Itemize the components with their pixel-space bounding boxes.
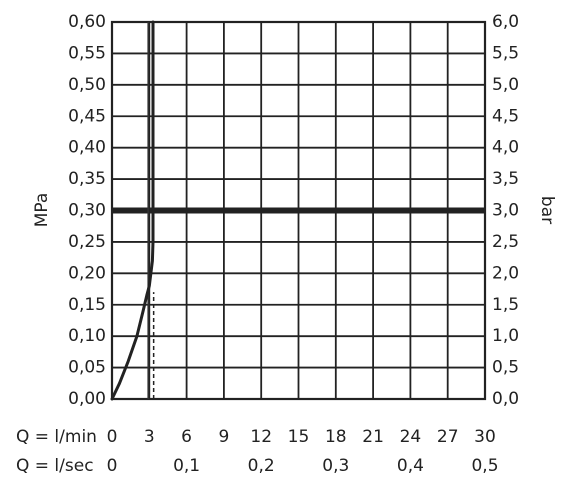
y-tick-label-left: 0,55 <box>68 43 106 63</box>
x-tick-label-lsec: 0,4 <box>397 456 424 476</box>
tick-labels: 0,00 0,00,05 0,50,10 1,00,15 1,50,20 2,00,25 2… <box>68 12 519 476</box>
y-tick-label-right: 2,0 <box>492 263 519 283</box>
y-tick-label-left: 0,15 <box>68 295 106 315</box>
y-axis-label-left: MPa <box>32 193 52 228</box>
y-tick-label-left: 0,35 <box>68 169 106 189</box>
x-tick-label-lmin: 24 <box>400 427 422 447</box>
y-tick-label-left: 0,10 <box>68 326 106 346</box>
x-tick-label-lmin: 21 <box>362 427 384 447</box>
y-tick-label-right: 1,5 <box>492 295 519 315</box>
x-tick-label-lmin: 3 <box>144 427 155 447</box>
y-tick-label-right: 5,5 <box>492 43 519 63</box>
y-tick-label-left: 0,50 <box>68 75 106 95</box>
y-tick-label-right: 2,5 <box>492 232 519 252</box>
y-tick-label-left: 0,00 <box>68 389 106 409</box>
x-tick-label-lsec: 0,1 <box>173 456 200 476</box>
x-tick-label-lsec: 0,3 <box>322 456 349 476</box>
x-tick-label-lsec: 0 <box>107 456 118 476</box>
y-tick-label-right: 3,0 <box>492 201 519 221</box>
x-tick-label-lsec: 0,5 <box>471 456 498 476</box>
curves <box>110 20 485 401</box>
y-tick-label-right: 4,0 <box>492 138 519 158</box>
x-tick-label-lsec: 0,2 <box>248 456 275 476</box>
y-tick-label-right: 3,5 <box>492 169 519 189</box>
y-tick-label-right: 6,0 <box>492 12 519 32</box>
x-tick-label-lmin: 15 <box>288 427 310 447</box>
x-tick-label-lmin: 6 <box>181 427 192 447</box>
x-tick-label-lmin: 27 <box>437 427 459 447</box>
y-tick-label-left: 0,45 <box>68 106 106 126</box>
flow-curve <box>110 20 155 401</box>
x-axis-label-lsec: Q = l/sec <box>16 456 94 476</box>
y-tick-label-right: 1,0 <box>492 326 519 346</box>
y-tick-label-left: 0,60 <box>68 12 106 32</box>
x-axis-label-lmin: Q = l/min <box>16 427 97 447</box>
y-tick-label-left: 0,30 <box>68 201 106 221</box>
y-tick-label-right: 0,5 <box>492 358 519 378</box>
x-tick-label-lmin: 0 <box>107 427 118 447</box>
y-axis-label-right: bar <box>537 196 557 224</box>
y-tick-label-right: 5,0 <box>492 75 519 95</box>
y-tick-label-left: 0,25 <box>68 232 106 252</box>
x-tick-label-lmin: 9 <box>218 427 229 447</box>
y-tick-label-left: 0,20 <box>68 263 106 283</box>
y-tick-label-left: 0,40 <box>68 138 106 158</box>
y-tick-label-right: 4,5 <box>492 106 519 126</box>
x-tick-label-lmin: 30 <box>474 427 496 447</box>
x-tick-label-lmin: 18 <box>325 427 347 447</box>
y-tick-label-right: 0,0 <box>492 389 519 409</box>
x-tick-label-lmin: 12 <box>250 427 272 447</box>
y-tick-label-left: 0,05 <box>68 358 106 378</box>
